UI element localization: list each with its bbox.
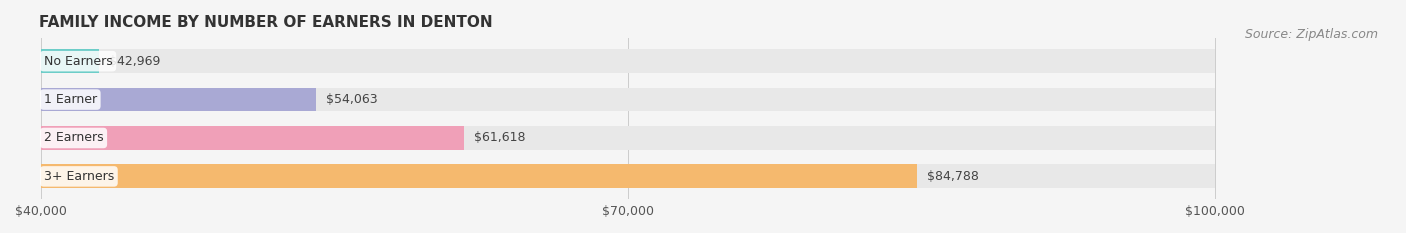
Bar — [41, 126, 464, 150]
Text: $42,969: $42,969 — [108, 55, 160, 68]
Bar — [41, 88, 316, 111]
Text: $61,618: $61,618 — [474, 131, 524, 144]
Bar — [41, 49, 100, 73]
Bar — [41, 126, 1215, 150]
Text: No Earners: No Earners — [44, 55, 112, 68]
Text: FAMILY INCOME BY NUMBER OF EARNERS IN DENTON: FAMILY INCOME BY NUMBER OF EARNERS IN DE… — [39, 15, 492, 30]
Bar — [41, 164, 1215, 188]
Text: 2 Earners: 2 Earners — [44, 131, 104, 144]
Text: 3+ Earners: 3+ Earners — [44, 170, 114, 183]
Text: Source: ZipAtlas.com: Source: ZipAtlas.com — [1244, 28, 1378, 41]
Text: 1 Earner: 1 Earner — [44, 93, 97, 106]
Bar — [41, 49, 1215, 73]
Bar — [41, 164, 918, 188]
Text: $54,063: $54,063 — [326, 93, 377, 106]
Bar — [41, 88, 1215, 111]
Text: $84,788: $84,788 — [927, 170, 979, 183]
